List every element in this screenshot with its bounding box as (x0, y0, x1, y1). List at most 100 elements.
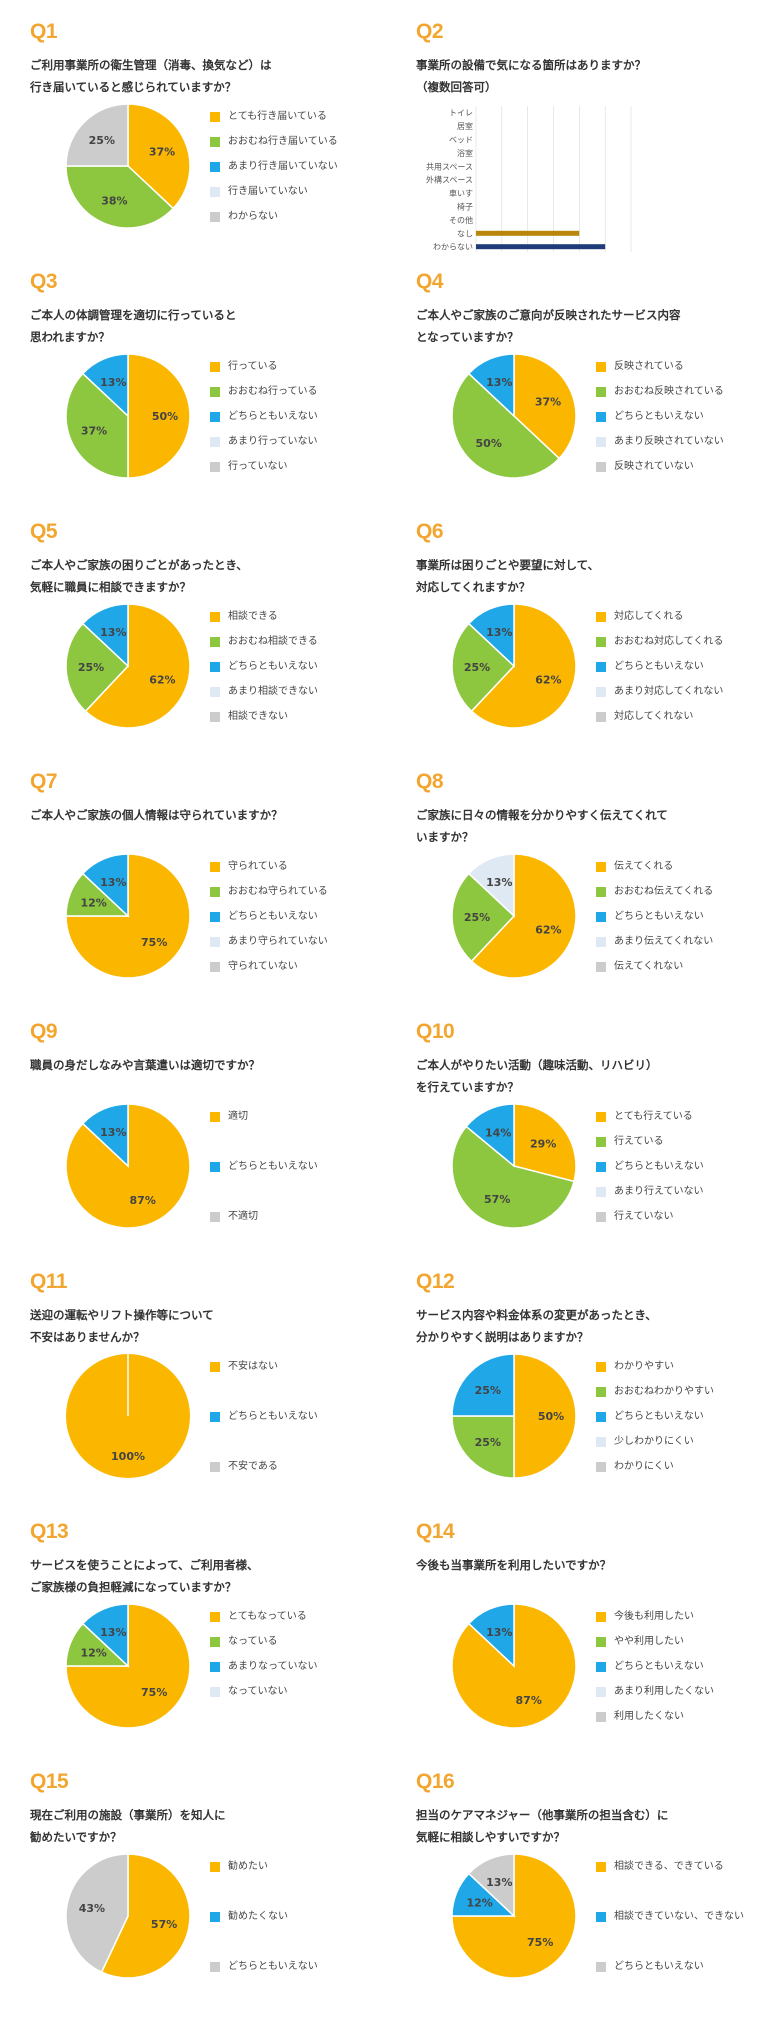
category-label: ベッド (449, 136, 473, 145)
pie-slice (465, 1103, 515, 1168)
legend-label: 伝えてくれない (614, 961, 684, 972)
pie-slice (81, 1603, 129, 1668)
slice-label: 57% (151, 1918, 177, 1931)
pie-slice (470, 603, 577, 729)
pie-slice (81, 1103, 129, 1168)
legend-label: あまり相談できない (228, 686, 318, 697)
legend-label: どちらともいえない (614, 1661, 704, 1672)
question-text: サービスを使うことによって、ご利用者様、 ご家族様の負担軽減になっていますか？ (30, 1558, 259, 1594)
question-number: Q7 (30, 770, 58, 793)
legend-swatch (210, 862, 220, 872)
legend-label: どちらともいえない (614, 1961, 704, 1972)
legend-swatch (596, 462, 606, 472)
pie-chart: 100% (66, 1354, 190, 1478)
category-label: なし (457, 229, 473, 238)
question-panel-q16: Q16 担当のケアマネジャー（他事業所の担当含む）に 気軽に相談しやすいですか？ 7… (386, 1752, 772, 2002)
legend-label: 行っていない (228, 461, 288, 472)
question-panel-q6: Q6 事業所は困りごとや要望に対して、 対応してくれますか？ 62% 25% 13% 対応… (386, 502, 772, 752)
pie-slice (451, 872, 516, 963)
legend-label: どちらともいえない (228, 1961, 318, 1972)
question-number: Q2 (416, 20, 444, 43)
pie-chart: 62% 25% 13% (451, 853, 577, 979)
slice-label: 13% (486, 876, 512, 889)
legend-label: 不安はない (228, 1361, 278, 1372)
slice-label: 13% (486, 626, 512, 639)
legend-swatch (210, 187, 220, 197)
legend-swatch (596, 1687, 606, 1697)
legend-label: 相談できる、できている (614, 1861, 724, 1872)
legend-swatch (210, 462, 220, 472)
pie-slice (467, 853, 515, 918)
legend-label: どちらともいえない (614, 411, 704, 422)
category-label: 共用スペース (426, 162, 473, 171)
question-text: ご本人やご家族のご意向が反映されたサービス内容 となっていますか？ (416, 308, 681, 344)
legend-swatch (596, 1912, 606, 1922)
legend-swatch (596, 712, 606, 722)
slice-label: 75% (141, 936, 167, 949)
slice-label: 37% (81, 425, 107, 438)
question-panel-q5: Q5 ご本人やご家族の困りごとがあったとき、 気軽に職員に相談できますか？ 62% 2… (0, 502, 386, 752)
legend-label: やや利用したい (614, 1636, 684, 1647)
question-text: ご本人やご家族の個人情報は守られていますか？ (30, 808, 283, 822)
legend-swatch (210, 687, 220, 697)
legend-swatch (210, 212, 220, 222)
slice-label: 43% (79, 1902, 105, 1915)
slice-label: 57% (484, 1193, 510, 1206)
legend-label: どちらともいえない (228, 1161, 318, 1172)
slice-label: 25% (475, 1436, 501, 1449)
pie-slice (65, 1853, 129, 1974)
pie-slice (467, 1853, 515, 1918)
pie-chart: 87% 13% (451, 1603, 577, 1729)
legend-label: どちらともいえない (228, 1411, 318, 1422)
legend-label: とてもなっている (228, 1611, 307, 1622)
question-panel-q3: Q3 ご本人の体調管理を適切に行っていると 思われますか？ 50% 37% 13% 行って… (0, 252, 386, 502)
legend-label: どちらともいえない (614, 911, 704, 922)
question-number: Q15 (30, 1770, 69, 1793)
question-text: サービス内容や料金体系の変更があったとき、 分かりやすく説明はありますか？ (416, 1308, 657, 1344)
legend-swatch (596, 362, 606, 372)
pie-slice (451, 1415, 515, 1479)
legend-label: おおむね行っている (228, 386, 318, 397)
legend-swatch (210, 1662, 220, 1672)
pie-chart: 75% 12% 13% (65, 853, 191, 979)
legend-label: 守られている (228, 861, 288, 872)
category-label: トイレ (449, 109, 473, 118)
slice-label: 75% (141, 1686, 167, 1699)
legend-swatch (210, 112, 220, 122)
legend-swatch (596, 612, 606, 622)
legend-label: 勧めたくない (228, 1911, 288, 1922)
legend-swatch (596, 1612, 606, 1622)
legend-label: あまり伝えてくれない (614, 936, 714, 947)
question-number: Q16 (416, 1770, 455, 1793)
pie-slice (65, 622, 130, 713)
legend-swatch (596, 1962, 606, 1972)
legend-label: あまり対応してくれない (614, 686, 724, 697)
legend-label: どちらともいえない (614, 1411, 704, 1422)
question-panel-q10: Q10 ご本人がやりたい活動（趣味活動、リハビリ） を行えていますか？ 29% 57%… (386, 1002, 772, 1252)
pie-chart: 50% 37% 13% (65, 353, 191, 479)
question-number: Q9 (30, 1020, 58, 1043)
pie-chart: 87% 13% (65, 1103, 191, 1229)
legend-label: おおむね守られている (228, 886, 328, 897)
legend-label: 相談できていない、できない (614, 1911, 744, 1922)
legend-swatch (210, 362, 220, 372)
legend-swatch (596, 662, 606, 672)
legend-swatch (596, 1462, 606, 1472)
pie-chart: 37% 50% 13% (451, 353, 577, 479)
legend-swatch (596, 637, 606, 647)
pie-slice (65, 165, 175, 229)
legend-swatch (596, 937, 606, 947)
pie-slice (451, 1353, 515, 1417)
legend-label: どちらともいえない (614, 1161, 704, 1172)
question-panel-q11: Q11 送迎の運転やリフト操作等について 不安はありませんか？ 100% 不安はないど… (0, 1252, 386, 1502)
legend-label: おおむね相談できる (228, 636, 318, 647)
legend-label: なっている (228, 1636, 278, 1647)
question-panel-q13: Q13 サービスを使うことによって、ご利用者様、 ご家族様の負担軽減になっています… (0, 1502, 386, 1752)
pie-slice (81, 603, 129, 668)
question-number: Q13 (30, 1520, 69, 1543)
category-label: 椅子 (457, 202, 473, 212)
legend-swatch (210, 1362, 220, 1372)
pie-slice (65, 372, 129, 479)
legend-swatch (596, 687, 606, 697)
